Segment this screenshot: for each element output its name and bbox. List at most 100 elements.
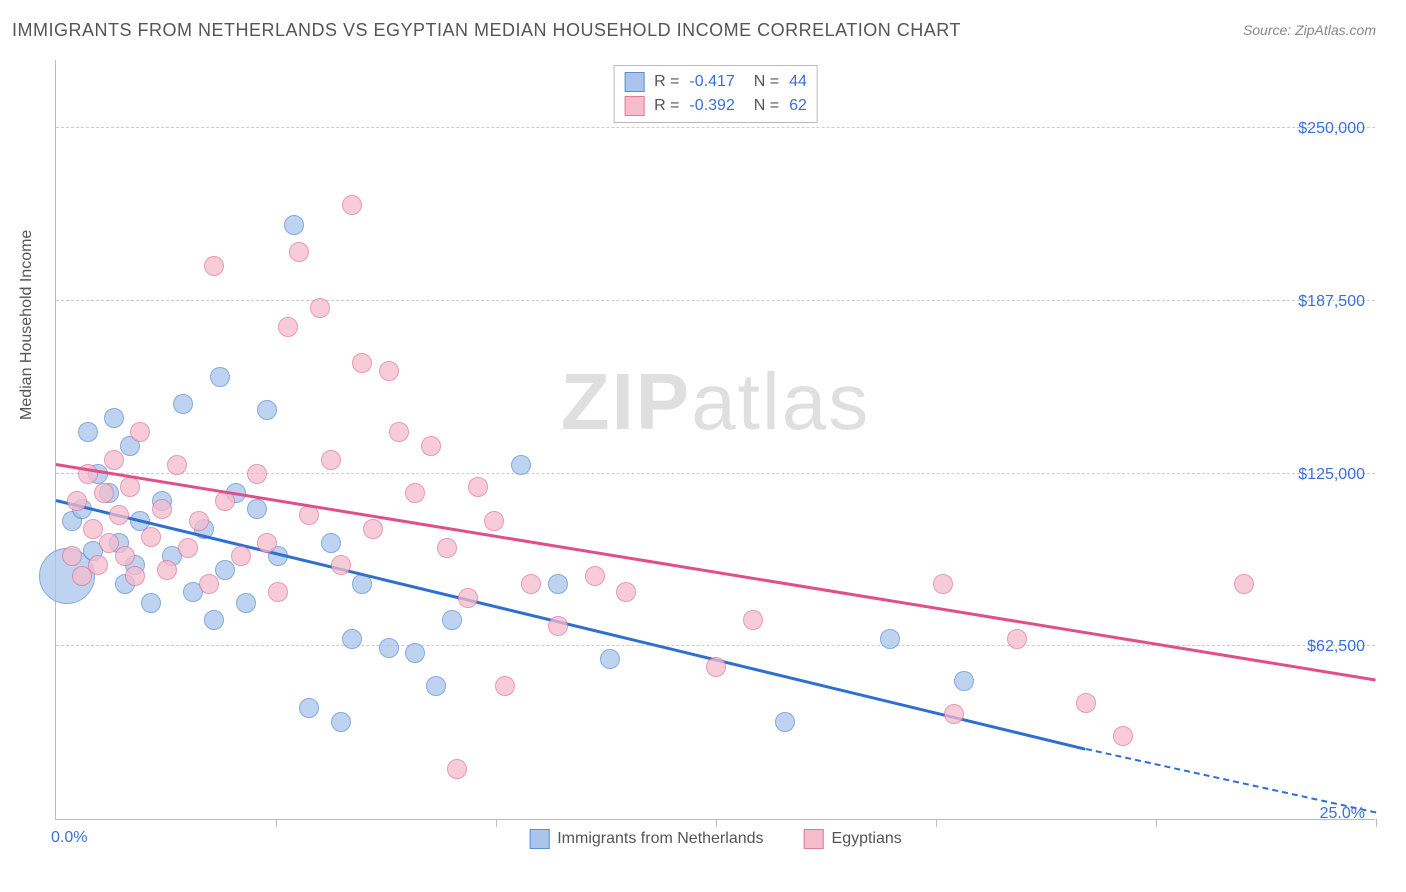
point-egyptians [585, 566, 605, 586]
point-netherlands [426, 676, 446, 696]
stats-legend-row: R = -0.417 N = 44 [624, 70, 807, 94]
r-label: R = [654, 73, 679, 91]
point-egyptians [278, 317, 298, 337]
point-egyptians [88, 555, 108, 575]
point-netherlands [600, 649, 620, 669]
point-netherlands [210, 367, 230, 387]
point-egyptians [104, 450, 124, 470]
y-tick-label: $125,000 [1298, 466, 1365, 484]
point-egyptians [62, 546, 82, 566]
gridline-h [56, 127, 1375, 128]
series-legend: Immigrants from Netherlands Egyptians [529, 829, 902, 849]
point-egyptians [706, 657, 726, 677]
legend-item: Egyptians [804, 829, 902, 849]
watermark: ZIPatlas [561, 356, 870, 448]
point-egyptians [468, 477, 488, 497]
point-egyptians [484, 511, 504, 531]
legend-swatch [624, 72, 644, 92]
trendline-egyptians [56, 463, 1376, 681]
point-netherlands [775, 712, 795, 732]
x-tick-mark [1376, 819, 1377, 827]
point-netherlands [511, 455, 531, 475]
point-netherlands [141, 593, 161, 613]
r-label: R = [654, 97, 679, 115]
r-value: -0.392 [689, 97, 734, 115]
r-value: -0.417 [689, 73, 734, 91]
point-egyptians [389, 422, 409, 442]
legend-swatch [624, 96, 644, 116]
point-egyptians [521, 574, 541, 594]
legend-label: Egyptians [832, 830, 902, 848]
legend-item: Immigrants from Netherlands [529, 829, 763, 849]
x-tick-mark [716, 819, 717, 827]
x-tick-mark [496, 819, 497, 827]
chart-title: IMMIGRANTS FROM NETHERLANDS VS EGYPTIAN … [12, 20, 961, 41]
point-egyptians [1113, 726, 1133, 746]
point-egyptians [167, 455, 187, 475]
point-egyptians [548, 616, 568, 636]
point-netherlands [173, 394, 193, 414]
y-tick-label: $250,000 [1298, 120, 1365, 138]
x-tick-mark [936, 819, 937, 827]
point-netherlands [204, 610, 224, 630]
point-egyptians [67, 491, 87, 511]
point-egyptians [310, 298, 330, 318]
point-egyptians [1076, 693, 1096, 713]
gridline-h [56, 300, 1375, 301]
point-egyptians [933, 574, 953, 594]
point-netherlands [379, 638, 399, 658]
point-egyptians [616, 582, 636, 602]
point-egyptians [437, 538, 457, 558]
point-egyptians [94, 483, 114, 503]
x-tick-mark [1156, 819, 1157, 827]
point-netherlands [548, 574, 568, 594]
point-egyptians [125, 566, 145, 586]
point-netherlands [880, 629, 900, 649]
point-egyptians [130, 422, 150, 442]
x-tick-min: 0.0% [51, 829, 87, 847]
point-netherlands [236, 593, 256, 613]
point-egyptians [458, 588, 478, 608]
point-netherlands [257, 400, 277, 420]
trendline-netherlands-dash [1085, 748, 1376, 814]
point-egyptians [321, 450, 341, 470]
stats-legend-box: R = -0.417 N = 44R = -0.392 N = 62 [613, 65, 818, 123]
point-egyptians [447, 759, 467, 779]
point-egyptians [152, 499, 172, 519]
point-egyptians [189, 511, 209, 531]
y-axis-label: Median Household Income [18, 230, 36, 420]
point-netherlands [215, 560, 235, 580]
point-egyptians [421, 436, 441, 456]
x-tick-mark [276, 819, 277, 827]
point-egyptians [379, 361, 399, 381]
point-egyptians [268, 582, 288, 602]
legend-swatch [804, 829, 824, 849]
point-egyptians [331, 555, 351, 575]
n-label: N = [745, 97, 779, 115]
plot-area: ZIPatlas 0.0% 25.0% R = -0.417 N = 44R =… [55, 60, 1375, 820]
point-netherlands [954, 671, 974, 691]
point-egyptians [109, 505, 129, 525]
point-egyptians [743, 610, 763, 630]
n-value: 44 [789, 73, 807, 91]
point-netherlands [78, 422, 98, 442]
source-label: Source: ZipAtlas.com [1243, 22, 1376, 38]
point-egyptians [352, 353, 372, 373]
point-egyptians [199, 574, 219, 594]
y-tick-label: $62,500 [1307, 638, 1365, 656]
point-egyptians [120, 477, 140, 497]
point-netherlands [331, 712, 351, 732]
point-netherlands [247, 499, 267, 519]
point-egyptians [157, 560, 177, 580]
point-egyptians [247, 464, 267, 484]
stats-legend-row: R = -0.392 N = 62 [624, 94, 807, 118]
legend-swatch [529, 829, 549, 849]
point-netherlands [321, 533, 341, 553]
point-egyptians [231, 546, 251, 566]
point-egyptians [495, 676, 515, 696]
chart-container: IMMIGRANTS FROM NETHERLANDS VS EGYPTIAN … [0, 0, 1406, 892]
point-netherlands [299, 698, 319, 718]
point-egyptians [1234, 574, 1254, 594]
point-egyptians [178, 538, 198, 558]
point-egyptians [342, 195, 362, 215]
